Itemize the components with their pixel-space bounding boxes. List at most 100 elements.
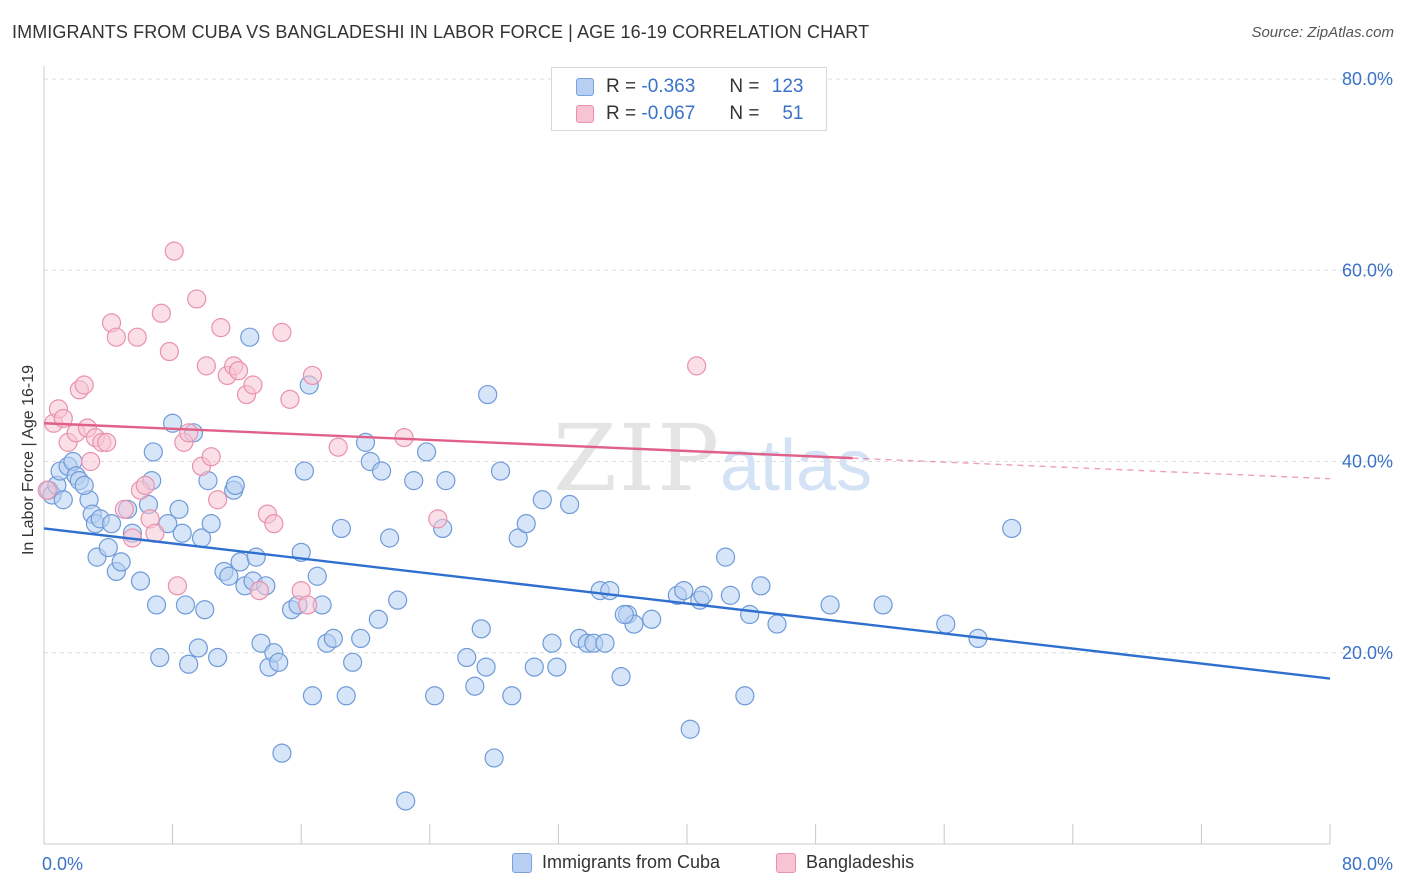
legend-r-value: -0.363 xyxy=(641,76,696,97)
axis-layer xyxy=(43,66,1331,845)
point-cuba xyxy=(476,657,496,677)
point-cuba xyxy=(98,537,118,558)
trend-layer xyxy=(43,422,1331,680)
point-cuba xyxy=(251,633,271,653)
legend-swatch-bangladeshis xyxy=(776,852,796,873)
trendline-bangladeshis xyxy=(43,422,853,460)
point-cuba xyxy=(331,518,351,539)
point-bangladeshis xyxy=(127,327,147,347)
series-legend: Immigrants from Cuba Bangladeshis xyxy=(0,852,1406,878)
point-cuba xyxy=(508,528,528,548)
points-layer xyxy=(37,241,1022,811)
point-cuba xyxy=(715,547,736,567)
point-cuba xyxy=(820,595,840,615)
legend-row-bangladeshis: R = -0.067 N = 51 xyxy=(576,101,804,127)
point-cuba xyxy=(208,647,228,668)
point-cuba xyxy=(150,647,170,668)
point-cuba xyxy=(74,475,94,496)
point-cuba xyxy=(246,547,266,567)
point-cuba xyxy=(143,442,163,462)
point-cuba xyxy=(611,667,631,687)
watermark-zip: ZIP xyxy=(553,405,721,512)
point-bangladeshis xyxy=(164,241,184,261)
source-credit: Source: ZipAtlas.com xyxy=(1251,24,1394,41)
legend-r-value: -0.067 xyxy=(641,103,696,124)
point-cuba xyxy=(595,633,615,653)
trendline-cuba xyxy=(43,527,1331,680)
point-cuba xyxy=(307,566,327,586)
point-bangladeshis xyxy=(37,480,57,500)
point-cuba xyxy=(457,647,477,668)
point-cuba xyxy=(532,490,552,510)
y-tick-label: 80.0% xyxy=(1342,69,1393,89)
point-bangladeshis xyxy=(302,365,323,386)
point-cuba xyxy=(478,384,498,405)
point-cuba xyxy=(336,686,356,706)
watermark: ZIP atlas xyxy=(553,405,872,512)
point-cuba xyxy=(404,471,424,491)
point-cuba xyxy=(484,748,504,768)
point-cuba xyxy=(169,499,189,519)
legend-swatch-cuba xyxy=(512,852,532,873)
point-bangladeshis xyxy=(179,423,199,443)
legend-swatch-bangladeshis xyxy=(576,105,594,123)
legend-item-bangladeshis: Bangladeshis xyxy=(776,852,914,873)
y-tick-label: 40.0% xyxy=(1342,452,1393,472)
x-tick-label: 80.0% xyxy=(1342,854,1393,874)
watermark-atlas: atlas xyxy=(720,426,872,506)
point-cuba xyxy=(130,571,151,591)
legend-swatch-cuba xyxy=(576,78,594,96)
point-bangladeshis xyxy=(196,356,216,376)
point-bangladeshis xyxy=(74,375,94,395)
point-bangladeshis xyxy=(135,475,155,496)
point-cuba xyxy=(272,743,292,763)
point-cuba xyxy=(219,566,239,586)
point-cuba xyxy=(735,686,755,706)
point-cuba xyxy=(502,686,522,706)
point-cuba xyxy=(158,514,178,534)
point-cuba xyxy=(767,614,787,634)
point-cuba xyxy=(542,633,562,653)
point-bangladeshis xyxy=(106,327,126,347)
point-cuba xyxy=(53,490,73,510)
point-bangladeshis xyxy=(298,595,318,615)
point-cuba xyxy=(642,609,662,629)
correlation-legend: R = -0.363 N = 123 R = -0.067 N = 51 xyxy=(551,67,827,131)
point-bangladeshis xyxy=(249,580,270,601)
point-cuba xyxy=(388,590,408,610)
point-cuba xyxy=(674,580,694,601)
point-cuba xyxy=(600,580,620,601)
legend-r-label: R = xyxy=(606,76,637,97)
point-cuba xyxy=(240,327,260,347)
point-cuba xyxy=(302,686,323,706)
point-cuba xyxy=(680,719,700,739)
point-cuba xyxy=(560,494,580,515)
point-cuba xyxy=(720,585,741,605)
point-cuba xyxy=(936,614,956,634)
point-cuba xyxy=(172,523,192,543)
point-bangladeshis xyxy=(328,437,348,457)
point-cuba xyxy=(175,595,196,615)
legend-label-cuba: Immigrants from Cuba xyxy=(542,852,721,872)
point-bangladeshis xyxy=(243,375,263,395)
point-cuba xyxy=(368,609,388,629)
point-cuba xyxy=(294,461,315,481)
legend-row-cuba: R = -0.363 N = 123 xyxy=(576,74,804,100)
y-tick-label: 20.0% xyxy=(1342,643,1393,663)
point-cuba xyxy=(416,442,437,462)
point-cuba xyxy=(230,552,250,572)
point-cuba xyxy=(465,676,485,696)
point-bangladeshis xyxy=(159,341,179,362)
point-cuba xyxy=(471,619,491,639)
point-cuba xyxy=(873,595,893,615)
point-cuba xyxy=(524,657,544,677)
point-cuba xyxy=(371,461,392,481)
point-cuba xyxy=(740,604,760,625)
y-tick-label: 60.0% xyxy=(1342,260,1393,280)
point-cuba xyxy=(614,604,634,625)
point-bangladeshis xyxy=(280,389,300,409)
point-cuba xyxy=(179,654,199,674)
point-cuba xyxy=(751,576,771,596)
point-bangladeshis xyxy=(187,289,207,309)
